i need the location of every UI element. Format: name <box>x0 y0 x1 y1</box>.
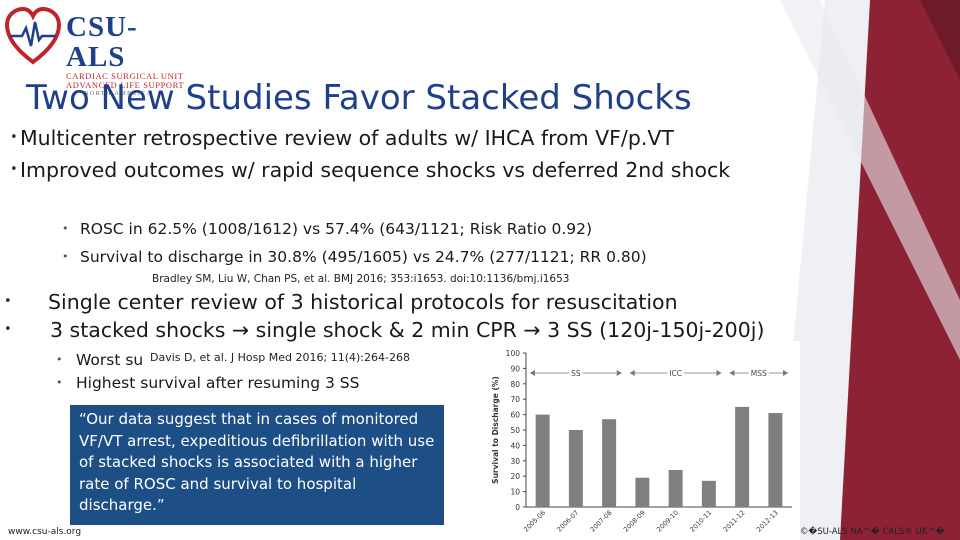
quote-box: “Our data suggest that in cases of monit… <box>70 405 444 525</box>
phase-arrow-head-left <box>530 370 535 377</box>
phase-arrow-head-right <box>616 370 622 377</box>
survival-bar-chart: 0 10 20 30 40 50 60 70 80 90 100 Survival to Discha… <box>474 341 800 540</box>
bullet-dot-icon: • <box>56 376 63 389</box>
y-tick-label: 50 <box>510 426 520 435</box>
bullet-text: 3 stacked shocks → single shock & 2 min … <box>50 318 765 342</box>
sub-bullet-survival: • Survival to discharge in 30.8% (495/16… <box>62 246 647 268</box>
citation-bradley: Bradley SM, Liu W, Chan PS, et al. BMJ 2… <box>152 273 570 285</box>
bullet-text: Worst su <box>76 351 144 369</box>
y-tick-label: 70 <box>510 395 520 404</box>
phase-arrow-head-right <box>783 370 788 377</box>
sub-bullet-highest: • Highest survival after resuming 3 SS <box>56 372 360 394</box>
phase-label: SS <box>571 369 581 378</box>
phase-label: MSS <box>751 369 767 378</box>
y-tick-label: 10 <box>510 488 520 497</box>
sub-bullet-worst: • Worst su <box>56 349 144 371</box>
y-tick-label: 90 <box>510 364 520 373</box>
y-tick-label: 30 <box>510 457 520 466</box>
bullet-text: ROSC in 62.5% (1008/1612) vs 57.4% (643/… <box>80 220 593 238</box>
y-tick-label: 40 <box>510 441 520 450</box>
bullet-dot-icon: • <box>10 130 18 145</box>
bullet-text: Improved outcomes w/ rapid sequence shoc… <box>20 158 731 182</box>
bullet-dot-icon: • <box>4 294 12 309</box>
heart-logo-icon <box>4 6 62 65</box>
y-axis-label: Survival to Discharge (%) <box>491 376 500 484</box>
bullet-text: Multicenter retrospective review of adul… <box>20 126 674 150</box>
y-tick-label: 60 <box>510 411 520 420</box>
logo-subtitle-1: CARDIAC SURGICAL UNIT <box>66 71 184 81</box>
bullet-protocols: • 3 stacked shocks → single shock & 2 mi… <box>4 316 765 344</box>
y-tick-label: 100 <box>506 349 521 358</box>
bar <box>568 430 583 507</box>
citation-davis: Davis D, et al. J Hosp Med 2016; 11(4):2… <box>150 351 410 364</box>
phase-label: ICC <box>669 369 682 378</box>
bullet-single-center: • Single center review of 3 historical p… <box>4 288 678 316</box>
phase-arrow-head-right <box>716 370 722 377</box>
csu-als-logo: CSU-ALS CARDIAC SURGICAL UNIT ADVANCED L… <box>4 6 194 97</box>
bar <box>602 419 617 507</box>
bullet-dot-icon: • <box>4 322 12 337</box>
bullet-dot-icon: • <box>56 353 63 366</box>
y-tick-label: 0 <box>515 503 520 512</box>
bullet-dot-icon: • <box>10 162 18 177</box>
footer-copyright: ©�SU-ALS NA™� CALS® UK™� <box>800 527 945 537</box>
logo-subtitle-2: ADVANCED LIFE SUPPORT <box>66 80 185 90</box>
bullet-dot-icon: • <box>62 250 69 263</box>
bar <box>768 413 783 507</box>
bullet-text: Highest survival after resuming 3 SS <box>76 374 360 392</box>
bullet-text: Single center review of 3 historical pro… <box>48 290 678 314</box>
y-tick-label: 20 <box>510 472 520 481</box>
y-tick-label: 80 <box>510 380 520 389</box>
sub-bullet-rosc: • ROSC in 62.5% (1008/1612) vs 57.4% (64… <box>62 218 593 240</box>
bullet-improved-outcomes: • Improved outcomes w/ rapid sequence sh… <box>10 156 780 184</box>
logo-subtitle-3: NORTH AMERICA <box>84 91 153 97</box>
bar <box>701 480 716 507</box>
bar <box>735 406 750 507</box>
bar <box>668 470 683 507</box>
bullet-dot-icon: • <box>62 222 69 235</box>
decorative-panels <box>775 0 960 540</box>
bullet-multicenter: • Multicenter retrospective review of ad… <box>10 124 800 152</box>
footer-website[interactable]: www.csu-als.org <box>8 527 82 537</box>
phase-arrow-head-left <box>729 370 735 377</box>
bar <box>535 414 550 507</box>
bar <box>635 477 650 507</box>
slide-title: Two New Studies Favor Stacked Shocks <box>26 78 692 118</box>
logo-wordmark: CSU-ALS <box>66 11 138 73</box>
phase-arrow-head-left <box>629 370 635 377</box>
bullet-text: Survival to discharge in 30.8% (495/1605… <box>80 248 647 266</box>
